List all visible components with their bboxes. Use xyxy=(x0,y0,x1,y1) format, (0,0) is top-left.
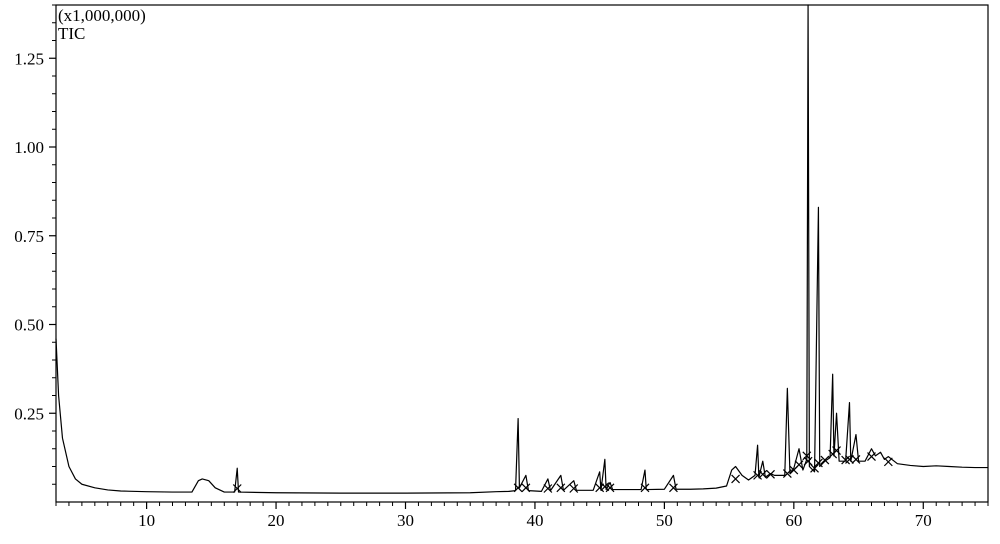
svg-text:0.50: 0.50 xyxy=(14,316,44,335)
chromatogram-chart: { "chart": { "type": "line", "width": 10… xyxy=(0,0,1000,544)
svg-text:60: 60 xyxy=(785,511,802,530)
svg-text:40: 40 xyxy=(526,511,543,530)
svg-text:20: 20 xyxy=(268,511,285,530)
chart-svg: 0.25 0.50 0.75 1.00 1.25 10 20 30 40 50 60 70 xyxy=(0,0,1000,544)
svg-text:70: 70 xyxy=(915,511,932,530)
svg-text:1.25: 1.25 xyxy=(14,49,44,68)
svg-text:0.75: 0.75 xyxy=(14,227,44,246)
svg-text:0.25: 0.25 xyxy=(14,404,44,423)
svg-text:50: 50 xyxy=(656,511,673,530)
svg-text:1.00: 1.00 xyxy=(14,138,44,157)
svg-text:10: 10 xyxy=(138,511,155,530)
scale-label: (x1,000,000) xyxy=(58,6,146,26)
tic-label: TIC xyxy=(58,24,85,44)
svg-text:30: 30 xyxy=(397,511,414,530)
